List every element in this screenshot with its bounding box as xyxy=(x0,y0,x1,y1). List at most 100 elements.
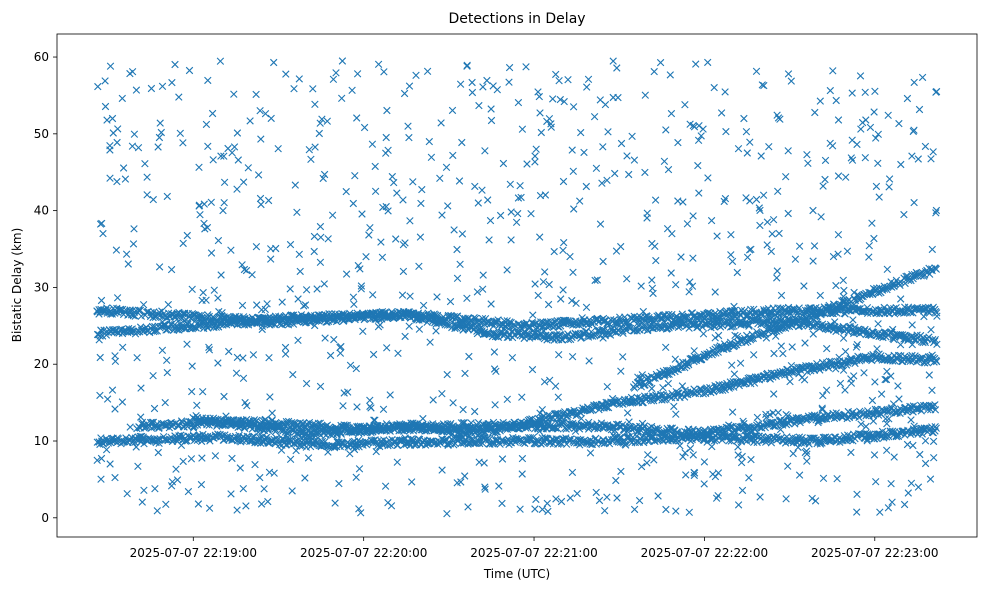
detection-marker xyxy=(106,438,115,447)
detection-marker xyxy=(233,320,242,328)
detection-marker xyxy=(341,312,349,321)
detection-marker xyxy=(276,440,284,449)
chart-title: Detections in Delay xyxy=(448,11,585,27)
detection-marker xyxy=(128,325,136,333)
detection-marker xyxy=(126,306,134,314)
detection-marker xyxy=(523,330,531,338)
detection-marker xyxy=(828,306,836,314)
detection-marker xyxy=(842,301,850,309)
detection-marker xyxy=(566,437,574,445)
detection-marker xyxy=(537,318,545,326)
detection-marker xyxy=(804,304,813,312)
detection-marker xyxy=(926,270,934,278)
detection-marker xyxy=(855,325,863,333)
detection-marker xyxy=(760,329,768,338)
detection-marker xyxy=(770,371,778,379)
detection-marker xyxy=(755,309,764,317)
detection-marker xyxy=(391,310,399,319)
detection-marker xyxy=(597,400,606,408)
detection-marker xyxy=(617,433,626,442)
detection-marker xyxy=(345,315,353,323)
detection-marker xyxy=(529,434,537,442)
detection-marker xyxy=(668,310,676,319)
detection-marker xyxy=(179,309,187,318)
detection-marker xyxy=(685,361,693,369)
detection-marker xyxy=(847,357,855,366)
detection-marker xyxy=(271,314,279,323)
detection-marker xyxy=(866,290,874,299)
detection-marker xyxy=(139,325,147,333)
detection-marker xyxy=(563,412,572,420)
detection-marker xyxy=(933,340,941,348)
detection-marker xyxy=(197,311,206,319)
detection-marker xyxy=(604,330,613,338)
detection-marker xyxy=(749,334,757,343)
detection-marker xyxy=(109,437,117,446)
detection-marker xyxy=(902,272,910,281)
detection-marker xyxy=(873,309,881,317)
detection-marker xyxy=(577,333,586,342)
detection-marker xyxy=(227,319,235,328)
detection-marker xyxy=(890,282,898,291)
detection-marker xyxy=(203,435,211,443)
detection-marker xyxy=(726,340,734,349)
detection-marker xyxy=(565,435,573,444)
detection-marker xyxy=(842,361,851,369)
detection-marker xyxy=(663,391,672,400)
detection-marker xyxy=(724,344,732,353)
detection-marker xyxy=(745,321,753,329)
detection-marker xyxy=(841,297,849,305)
detection-marker xyxy=(753,328,761,336)
detection-markers xyxy=(93,57,941,518)
detection-marker xyxy=(151,327,160,335)
detection-marker xyxy=(931,337,939,345)
detection-marker xyxy=(660,396,669,404)
detection-marker xyxy=(728,379,736,388)
detection-marker xyxy=(545,411,554,420)
detection-marker xyxy=(632,324,640,333)
detection-marker xyxy=(787,368,796,376)
detection-marker xyxy=(779,315,787,323)
detection-marker xyxy=(461,321,470,329)
detection-marker xyxy=(747,305,755,314)
detection-marker xyxy=(933,309,941,317)
detection-marker xyxy=(495,329,504,337)
detection-marker xyxy=(120,326,129,334)
detection-marker xyxy=(795,370,803,378)
detection-marker xyxy=(278,435,287,443)
detection-marker xyxy=(272,434,281,442)
detection-marker xyxy=(906,333,915,341)
detection-marker xyxy=(108,310,116,318)
detection-marker xyxy=(653,372,662,381)
detection-marker xyxy=(863,309,872,317)
detection-marker xyxy=(690,357,698,366)
detection-marker xyxy=(894,351,903,360)
detection-marker xyxy=(325,310,333,318)
detection-marker xyxy=(505,322,513,330)
detection-marker xyxy=(526,436,534,444)
detection-marker xyxy=(560,332,568,340)
detection-marker xyxy=(423,439,431,447)
detection-marker xyxy=(704,308,713,317)
detection-marker xyxy=(699,390,707,398)
detection-marker xyxy=(925,333,933,341)
detection-marker xyxy=(811,312,820,320)
detection-marker xyxy=(932,357,941,366)
detection-marker xyxy=(813,312,821,320)
detection-marker xyxy=(673,389,682,397)
detection-marker xyxy=(476,439,484,448)
detection-marker xyxy=(672,365,680,373)
detection-marker xyxy=(851,323,859,332)
detection-marker xyxy=(793,310,801,318)
detection-marker xyxy=(932,265,940,273)
detection-marker xyxy=(931,336,939,344)
detection-marker xyxy=(470,314,478,322)
detection-marker xyxy=(931,305,939,314)
detection-marker xyxy=(827,357,835,366)
detection-marker xyxy=(529,320,537,328)
detection-marker xyxy=(175,323,183,332)
detection-marker xyxy=(817,363,825,372)
detection-marker xyxy=(641,381,649,389)
detection-marker xyxy=(643,374,652,382)
